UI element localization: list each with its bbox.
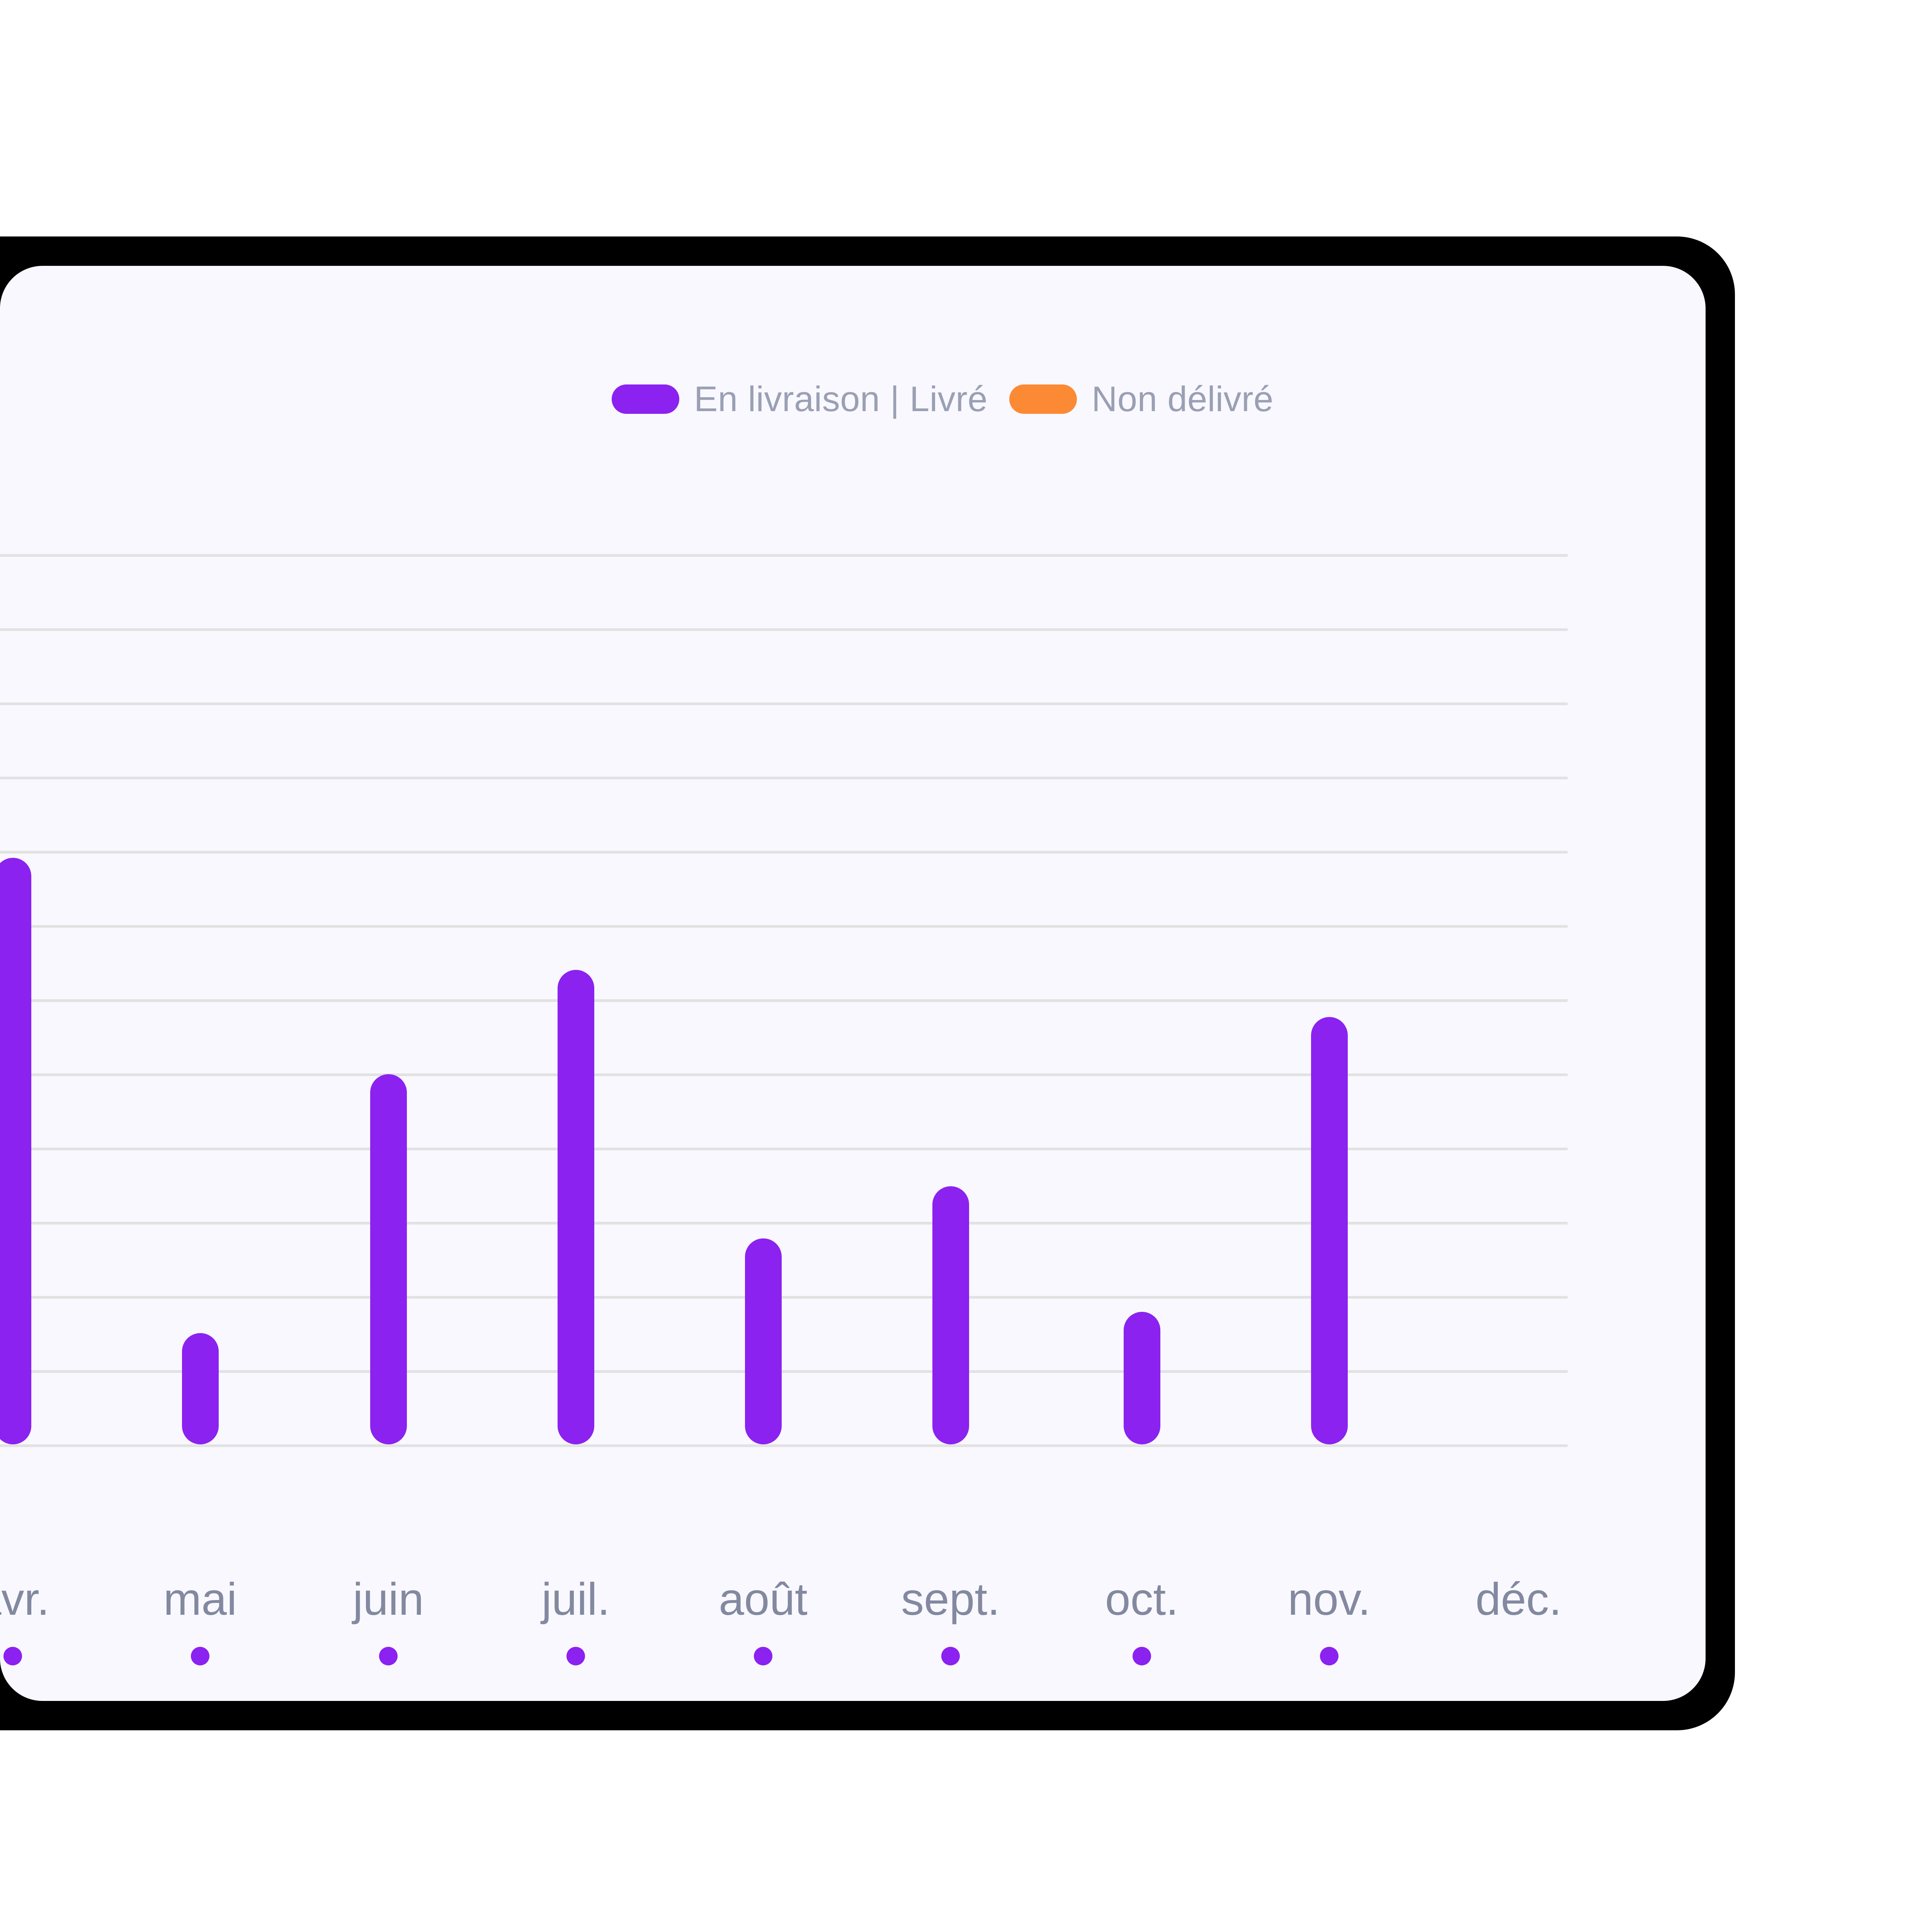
legend-pill-orange-icon: [1009, 384, 1077, 414]
x-axis-label: avr.: [0, 1574, 50, 1625]
x-axis-label: déc.: [1475, 1574, 1562, 1625]
x-axis-dot-indicator[interactable]: [754, 1647, 772, 1665]
legend-item-non-delivre[interactable]: Non délivré: [1009, 381, 1274, 417]
legend-label-en-livraison-livre: En livraison | Livré: [694, 379, 988, 419]
x-axis-label: oct.: [1105, 1574, 1179, 1625]
chart-gridline: [0, 1073, 1568, 1076]
x-axis-dot-indicator[interactable]: [379, 1647, 398, 1665]
x-axis-dot-indicator[interactable]: [566, 1647, 585, 1665]
chart-gridline: [0, 999, 1568, 1002]
chart-bar[interactable]: [932, 1186, 969, 1444]
x-axis-dot-indicator[interactable]: [1320, 1647, 1338, 1665]
x-axis-dot-indicator[interactable]: [3, 1647, 22, 1665]
x-axis-dot-indicator[interactable]: [191, 1647, 209, 1665]
x-axis-label: août: [719, 1574, 808, 1625]
chart-plot-area: [0, 554, 1706, 1447]
chart-gridline: [0, 1148, 1568, 1150]
chart-gridline: [0, 1222, 1568, 1225]
chart-gridline: [0, 777, 1568, 779]
x-axis-label: mai: [163, 1574, 237, 1625]
x-axis-label: nov.: [1287, 1574, 1371, 1625]
x-axis-dot-indicator[interactable]: [1133, 1647, 1151, 1665]
legend-item-en-livraison-livre[interactable]: En livraison | Livré: [612, 381, 988, 417]
chart-gridline: [0, 1444, 1568, 1447]
x-axis-label: juin: [353, 1574, 424, 1625]
chart-gridline: [0, 851, 1568, 854]
chart-gridline: [0, 628, 1568, 631]
legend-pill-purple-icon: [612, 384, 679, 414]
x-axis-label: sept.: [901, 1574, 1000, 1625]
x-axis-dot-indicator[interactable]: [941, 1647, 960, 1665]
chart-bar[interactable]: [1124, 1312, 1160, 1444]
dashboard-card-surface: En livraison | Livré Non délivré avr. mai…: [0, 266, 1706, 1701]
chart-bar[interactable]: [370, 1074, 407, 1444]
chart-bar[interactable]: [0, 858, 31, 1444]
chart-bar[interactable]: [182, 1333, 219, 1444]
chart-dot-indicator-row: [0, 1647, 1706, 1670]
chart-gridline: [0, 702, 1568, 705]
chart-gridline: [0, 1370, 1568, 1373]
chart-gridline: [0, 1296, 1568, 1299]
chart-bar[interactable]: [558, 970, 594, 1444]
dashboard-card-frame: En livraison | Livré Non délivré avr. mai…: [0, 236, 1735, 1730]
legend-label-non-delivre: Non délivré: [1091, 379, 1274, 419]
x-axis-label: juil.: [541, 1574, 610, 1625]
chart-x-axis: avr. mai juin juil. août sept. oct. nov. déc.: [0, 1577, 1706, 1646]
chart-gridline: [0, 925, 1568, 928]
chart-legend: En livraison | Livré Non délivré: [612, 375, 1274, 423]
chart-gridline: [0, 554, 1568, 557]
chart-bar[interactable]: [1311, 1017, 1348, 1444]
chart-container: En livraison | Livré Non délivré avr. mai…: [0, 266, 1706, 1701]
chart-bar[interactable]: [745, 1238, 782, 1444]
